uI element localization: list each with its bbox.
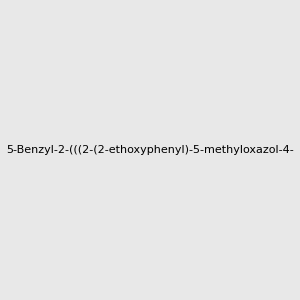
Text: 5-Benzyl-2-(((2-(2-ethoxyphenyl)-5-methyloxazol-4-: 5-Benzyl-2-(((2-(2-ethoxyphenyl)-5-methy… (6, 145, 294, 155)
